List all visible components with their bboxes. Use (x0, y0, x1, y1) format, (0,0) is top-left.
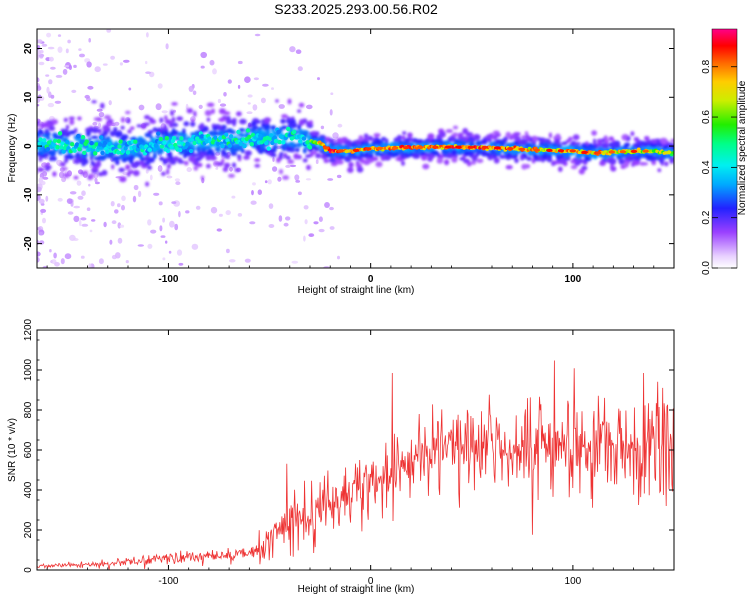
colorbar-tick-label: 0.2 (701, 210, 712, 224)
snr-x-tick-label: 100 (565, 576, 582, 587)
colorbar-scale (711, 28, 738, 269)
spectrogram-y-tick-label: 10 (23, 91, 34, 103)
snr-x-ticks: -100 0 100 (46, 330, 655, 587)
spectrogram-x-axis-label: Height of straight line (km) (298, 285, 415, 296)
spectrogram-y-tick-label: 0 (23, 143, 34, 149)
colorbar-tick-label: 0.6 (701, 110, 712, 124)
snr-y-axis-label: SNR (10 * v/v) (7, 418, 18, 482)
snr-y-tick-label: 400 (23, 481, 34, 498)
colorbar-label: Normalized spectral amplitude (737, 80, 748, 215)
snr-y-ticks: 0 200 400 600 800 1000 1200 (23, 318, 674, 573)
spectrogram-y-tick-label: -10 (23, 187, 34, 202)
chart-title: S233.2025.293.00.56.R02 (274, 1, 438, 17)
spectrogram-x-ticks: -100 0 100 (46, 29, 655, 285)
colorbar-tick-label: 0.8 (701, 59, 712, 73)
snr-y-tick-label: 800 (23, 401, 34, 418)
snr-x-tick-label: -100 (158, 576, 178, 587)
colorbar-ticks: 0.0 0.2 0.4 0.6 0.8 (701, 59, 737, 275)
spectrogram-y-axis-label: Frequency (Hz) (7, 114, 18, 183)
spectrogram-speckle (37, 29, 343, 268)
snr-series-line (37, 360, 674, 570)
colorbar-tick-label: 0.4 (701, 160, 712, 174)
snr-x-axis-label: Height of straight line (km) (298, 584, 415, 595)
snr-panel: -100 0 100 0 200 400 600 800 1000 1200 Height of… (7, 318, 675, 595)
spectrogram-frame (36, 28, 675, 269)
spectrogram-x-tick-label: 0 (368, 274, 374, 285)
colorbar: 0.0 0.2 0.4 0.6 0.8 Normalized spectral ampl… (701, 28, 748, 275)
spectrogram-x-tick-label: 100 (565, 274, 582, 285)
spectrogram-y-tick-label: 20 (23, 43, 34, 55)
spectrogram-y-ticks: -20 -10 0 10 20 (23, 43, 674, 251)
snr-background (37, 330, 674, 570)
spectrogram-peaks (323, 145, 649, 155)
spectrogram-x-tick-label: -100 (158, 274, 178, 285)
colorbar-tick-label: 0.0 (701, 261, 712, 275)
snr-x-tick-label: 0 (368, 576, 374, 587)
snr-y-tick-label: 1200 (23, 318, 34, 341)
snr-y-tick-label: 0 (23, 567, 34, 573)
spectrogram-marks (37, 29, 674, 268)
spectrogram-y-tick-label: -20 (23, 236, 34, 251)
snr-y-tick-label: 200 (23, 521, 34, 538)
snr-y-tick-label: 1000 (23, 358, 34, 381)
spectrogram-ridge (37, 126, 674, 157)
snr-y-tick-label: 600 (23, 441, 34, 458)
